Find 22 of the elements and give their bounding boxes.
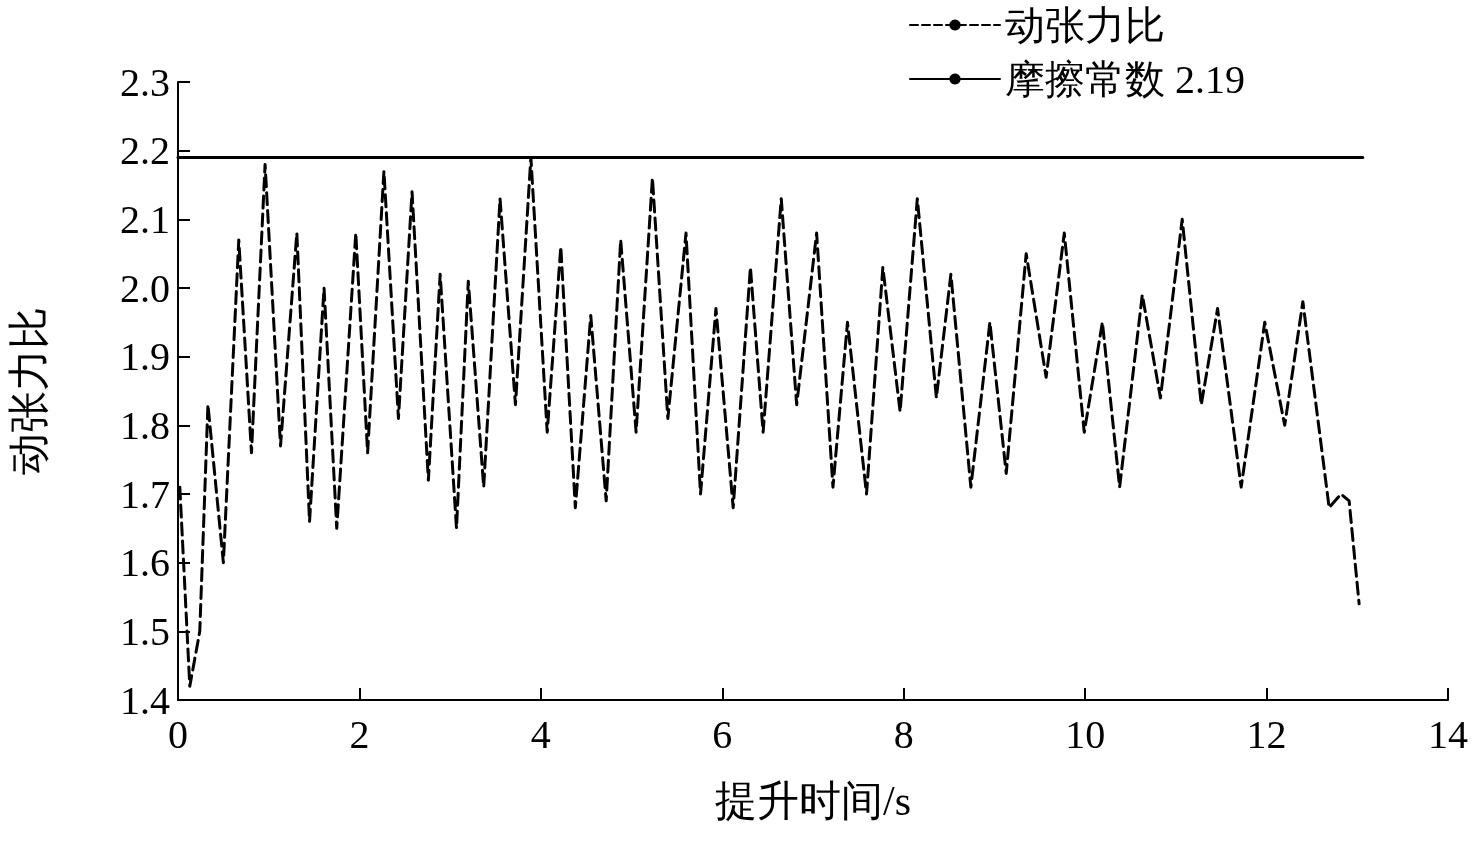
legend-label: 摩擦常数 2.19 [1005, 56, 1245, 102]
y-tick-label: 1.8 [120, 402, 170, 448]
y-tick-label: 2.1 [120, 196, 170, 242]
y-tick-label: 1.7 [120, 471, 170, 517]
legend-label: 动张力比 [1005, 2, 1165, 48]
x-tick-label: 2 [349, 711, 370, 757]
x-axis-title: 提升时间/s [714, 778, 912, 824]
y-tick-label: 2.0 [120, 265, 170, 311]
y-tick-label: 1.4 [120, 677, 170, 723]
x-tick-label: 12 [1246, 711, 1287, 757]
y-tick-label: 1.5 [120, 608, 170, 654]
x-tick-label: 4 [530, 711, 551, 757]
x-tick-label: 0 [168, 711, 188, 757]
y-tick-label: 2.3 [120, 59, 170, 105]
y-tick-label: 1.9 [120, 334, 170, 380]
y-tick-label: 1.6 [120, 540, 170, 586]
y-tick-label: 2.2 [120, 128, 170, 174]
y-axis-title: 动张力比 [6, 307, 52, 475]
x-tick-label: 10 [1065, 711, 1106, 757]
x-tick-label: 14 [1428, 711, 1468, 757]
x-tick-label: 6 [712, 711, 733, 757]
x-tick-label: 8 [893, 711, 914, 757]
